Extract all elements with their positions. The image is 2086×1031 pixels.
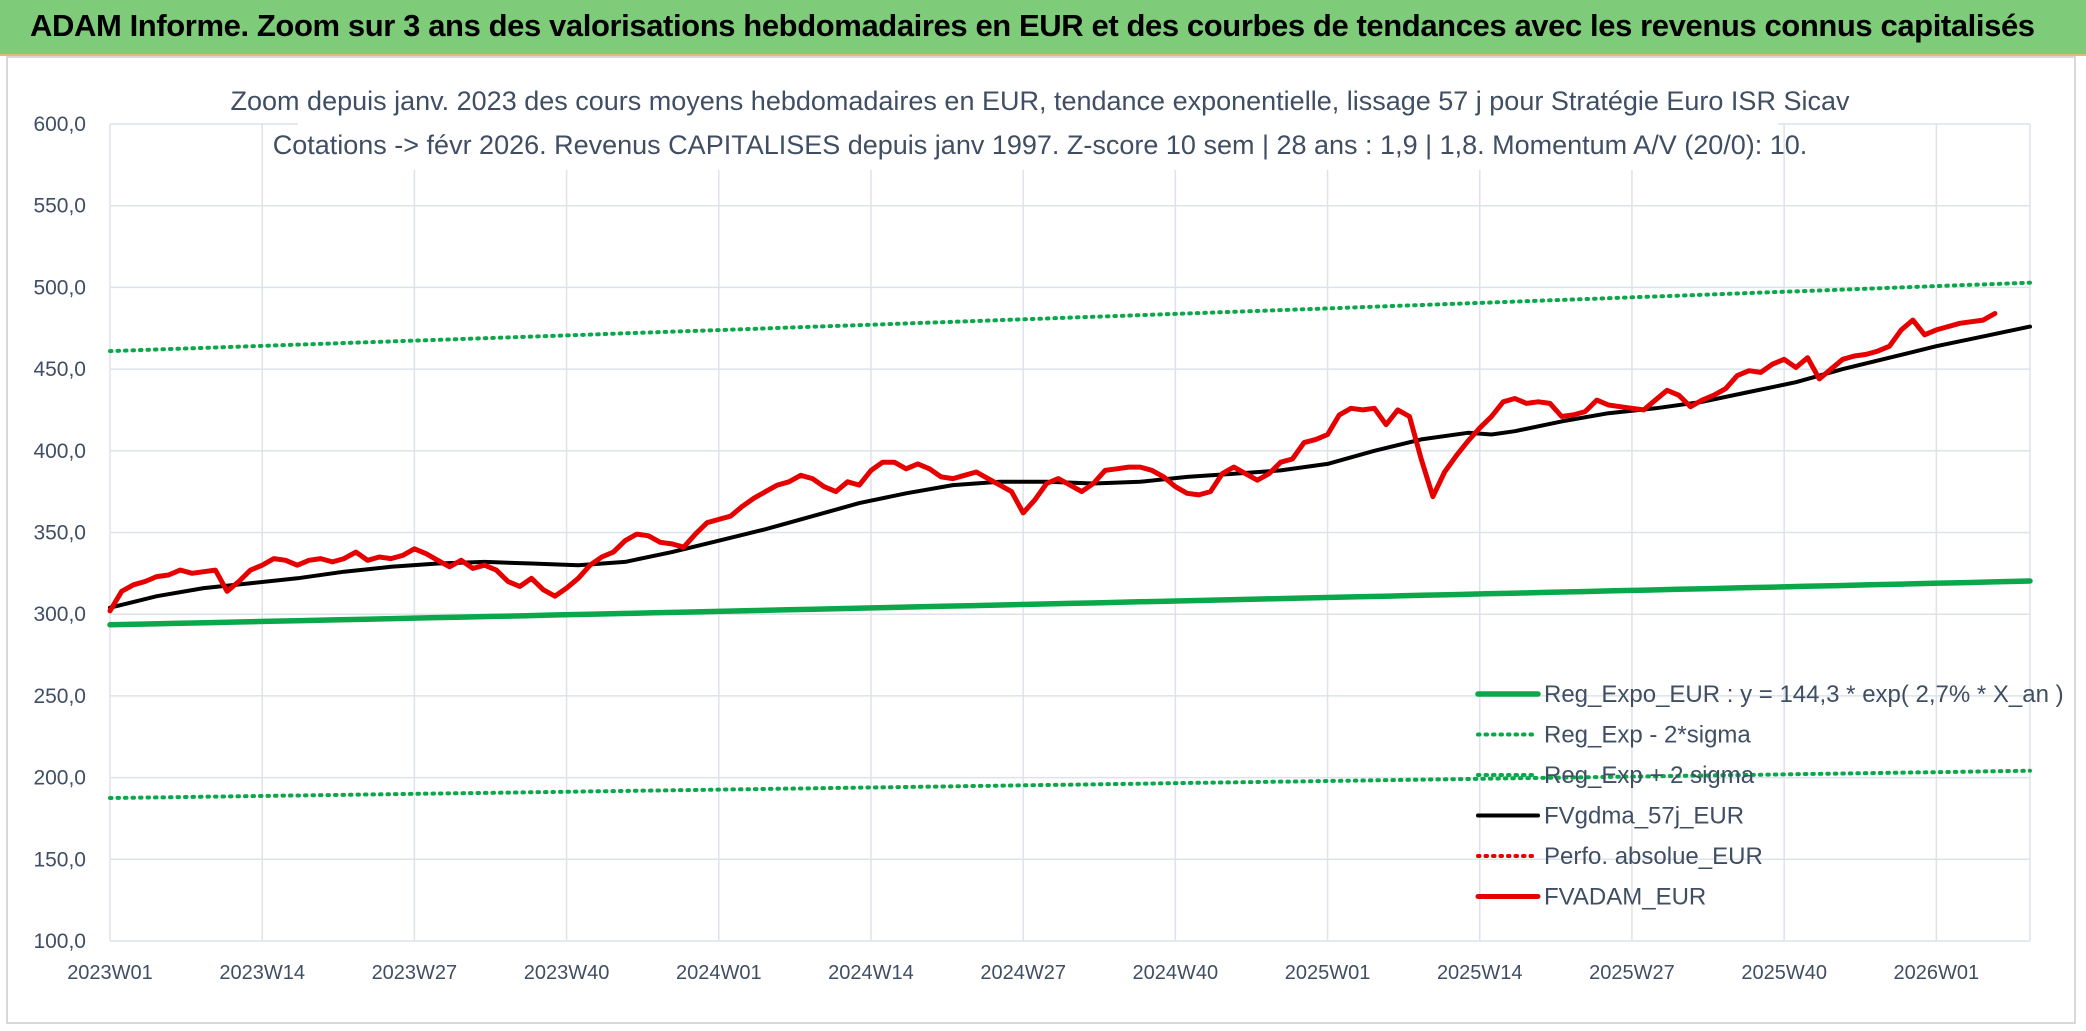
- chart-subtitle: Cotations -> févr 2026. Revenus CAPITALI…: [273, 130, 1808, 160]
- x-tick-label: 2024W40: [1133, 962, 1219, 984]
- x-tick-label: 2023W01: [67, 962, 153, 984]
- chart-frame: [6, 56, 2076, 1024]
- legend-label: FVgdma_57j_EUR: [1544, 803, 1744, 830]
- x-tick-label: 2023W14: [219, 962, 305, 984]
- x-tick-label: 2025W40: [1741, 962, 1827, 984]
- series-line: [107, 311, 1998, 614]
- y-tick-label: 350,0: [33, 522, 86, 545]
- series-lines: [107, 280, 2033, 800]
- header-banner: ADAM Informe. Zoom sur 3 ans des valoris…: [0, 0, 2086, 56]
- legend-label: Reg_Expo_EUR : y = 144,3 * exp( 2,7% * X…: [1544, 681, 2064, 708]
- x-tick-label: 2024W14: [828, 962, 914, 984]
- y-tick-label: 500,0: [33, 276, 86, 299]
- legend: Reg_Expo_EUR : y = 144,3 * exp( 2,7% * X…: [1475, 681, 2064, 911]
- y-tick-label: 550,0: [33, 195, 86, 218]
- y-tick-label: 400,0: [33, 440, 86, 463]
- legend-label: Perfo. absolue_EUR: [1544, 843, 1763, 870]
- x-tick-label: 2023W27: [372, 962, 458, 984]
- chart-title: Zoom depuis janv. 2023 des cours moyens …: [231, 86, 1850, 116]
- y-tick-label: 150,0: [33, 848, 86, 871]
- legend-label: Reg_Exp + 2 sigma: [1544, 762, 1755, 789]
- x-axis-ticks: 2023W01 2023W14 2023W27 2023W40 2024W01 2024W…: [67, 962, 1979, 984]
- legend-label: FVADAM_EUR: [1544, 884, 1706, 911]
- x-tick-label: 2026W01: [1894, 962, 1980, 984]
- x-tick-label: 2025W01: [1285, 962, 1371, 984]
- x-tick-label: 2025W14: [1437, 962, 1523, 984]
- y-tick-label: 300,0: [33, 603, 86, 626]
- y-tick-label: 600,0: [33, 113, 86, 136]
- x-tick-label: 2025W27: [1589, 962, 1675, 984]
- y-tick-label: 100,0: [33, 930, 86, 953]
- gridlines: [109, 123, 2031, 942]
- y-tick-label: 450,0: [33, 358, 86, 381]
- y-tick-label: 200,0: [33, 767, 86, 790]
- y-axis-ticks: 100,0 150,0 200,0 250,0 300,0 350,0 400,0 450,0…: [33, 113, 86, 953]
- series-line: [108, 280, 2032, 354]
- banner-title: ADAM Informe. Zoom sur 3 ans des valoris…: [30, 8, 2035, 43]
- x-tick-label: 2023W40: [524, 962, 610, 984]
- x-tick-label: 2024W27: [980, 962, 1066, 984]
- x-tick-label: 2024W01: [676, 962, 762, 984]
- y-tick-label: 250,0: [33, 685, 86, 708]
- series-line: [107, 578, 2033, 628]
- title-background: [298, 80, 1778, 170]
- legend-label: Reg_Exp - 2*sigma: [1544, 722, 1751, 749]
- series-line: [108, 768, 2032, 800]
